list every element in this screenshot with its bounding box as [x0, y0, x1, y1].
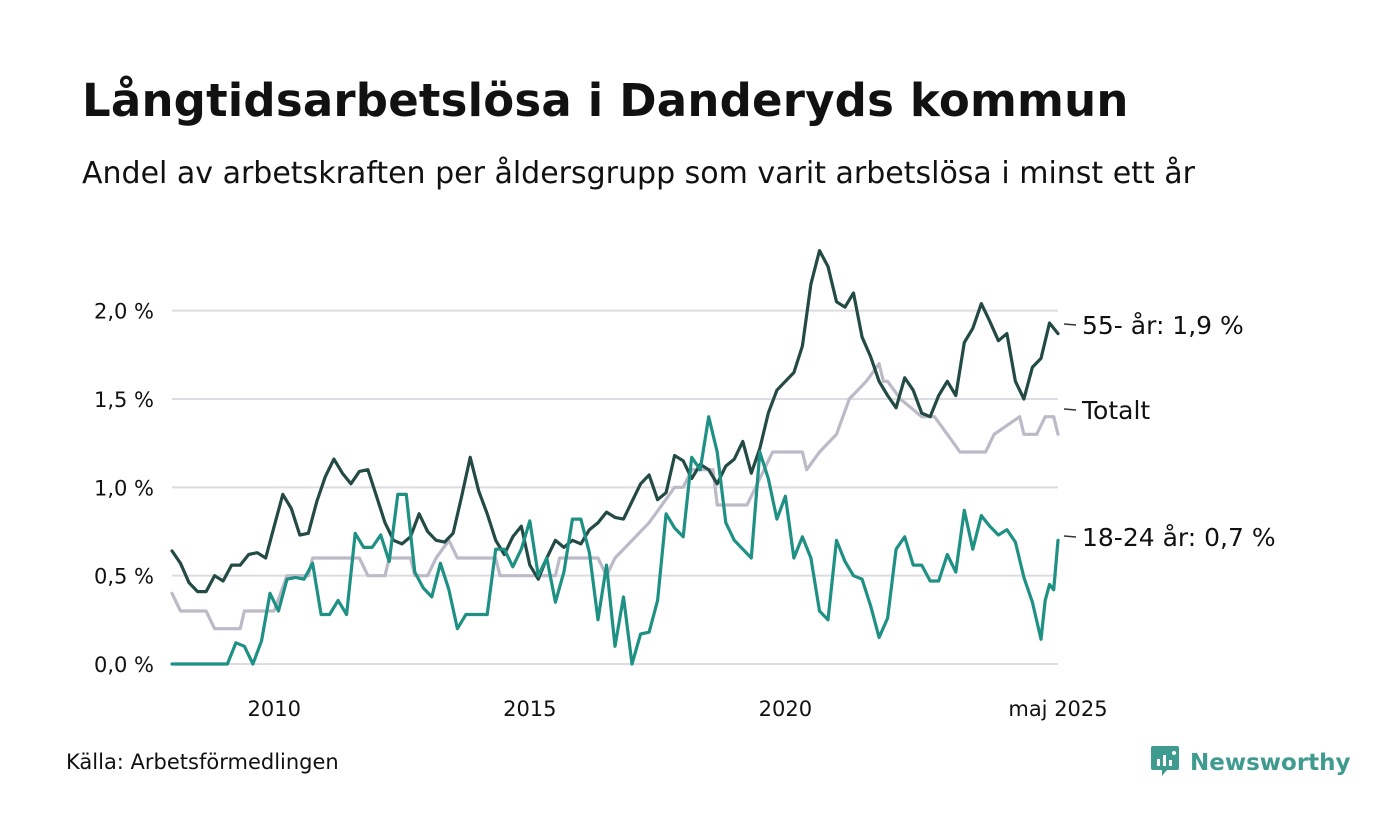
- y-tick-label: 1,5 %: [94, 388, 154, 412]
- newsworthy-logo-icon: [1150, 744, 1180, 782]
- x-tick-label: maj 2025: [1008, 697, 1107, 721]
- series-line-totalt: [170, 362, 1060, 631]
- x-tick-label: 2010: [248, 697, 301, 721]
- label-connector: [1063, 408, 1077, 411]
- y-tick-label: 2,0 %: [94, 300, 154, 324]
- y-tick-label: 1,0 %: [94, 476, 154, 500]
- series-label-18-24-r: 18-24 år: 0,7 %: [1082, 523, 1276, 552]
- chart-subtitle: Andel av arbetskraften per åldersgrupp s…: [82, 156, 1195, 191]
- brand-logo[interactable]: Newsworthy: [1150, 744, 1351, 782]
- y-tick-label: 0,5 %: [94, 565, 154, 589]
- series-label-totalt: Totalt: [1081, 396, 1150, 425]
- source-note: Källa: Arbetsförmedlingen: [66, 750, 339, 774]
- label-connector: [1063, 323, 1077, 326]
- brand-name: Newsworthy: [1190, 750, 1351, 776]
- y-tick-label: 0,0 %: [94, 653, 154, 677]
- label-connector: [1063, 535, 1077, 538]
- x-tick-label: 2015: [503, 697, 556, 721]
- series-line-18-24-r: [170, 415, 1060, 666]
- x-tick-label: 2020: [759, 697, 812, 721]
- chart-title: Långtidsarbetslösa i Danderyds kommun: [82, 74, 1129, 127]
- series-label-55-r: 55- år: 1,9 %: [1082, 311, 1244, 340]
- series-line-55-r: [170, 249, 1060, 594]
